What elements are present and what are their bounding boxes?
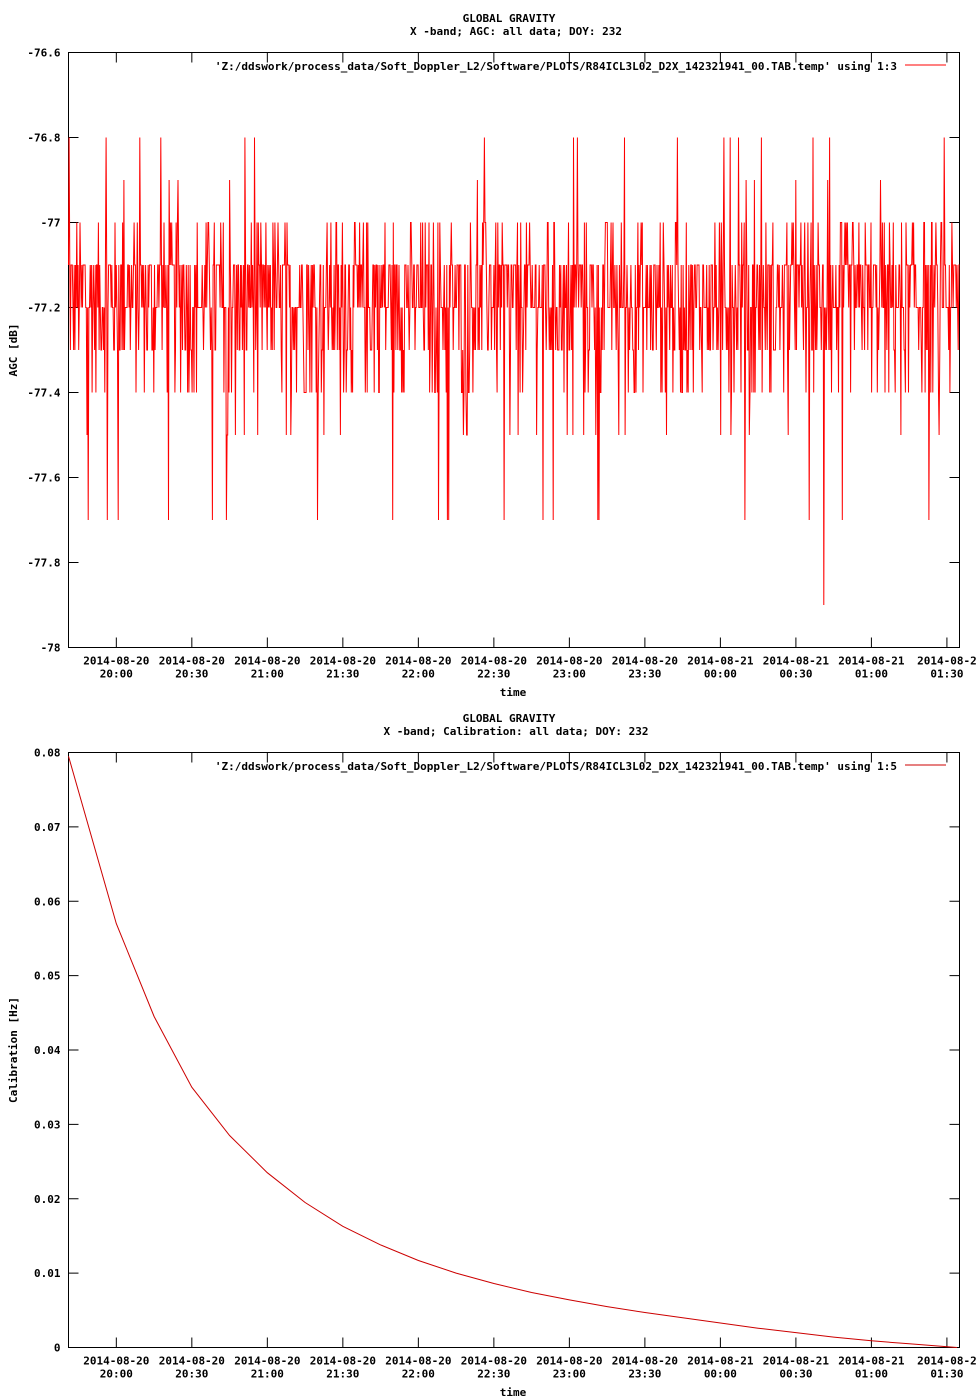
- x-tick-date-label: 2014-08-20: [385, 1355, 451, 1368]
- x-tick-date-label: 2014-08-2: [917, 655, 977, 668]
- chart2-x-ticks: 2014-08-2020:002014-08-2020:302014-08-20…: [83, 752, 977, 1381]
- x-tick-date-label: 2014-08-21: [687, 1355, 754, 1368]
- x-tick-date-label: 2014-08-20: [536, 655, 602, 668]
- x-tick-time-label: 21:00: [251, 1368, 284, 1381]
- x-tick-date-label: 2014-08-2: [917, 1355, 977, 1368]
- x-tick-date-label: 2014-08-20: [234, 655, 300, 668]
- x-tick-date-label: 2014-08-21: [763, 1355, 830, 1368]
- x-tick-time-label: 20:30: [175, 1368, 208, 1381]
- x-tick-time-label: 01:30: [930, 668, 963, 681]
- chart1-subtitle: X -band; AGC: all data; DOY: 232: [410, 25, 622, 38]
- x-tick-time-label: 22:30: [477, 668, 510, 681]
- y-tick-label: 0.02: [34, 1193, 61, 1206]
- x-tick-time-label: 22:00: [402, 1368, 435, 1381]
- x-tick-date-label: 2014-08-21: [763, 655, 830, 668]
- chart2-legend-label: 'Z:/ddswork/process_data/Soft_Doppler_L2…: [215, 760, 897, 773]
- y-tick-label: 0: [54, 1342, 61, 1355]
- y-tick-label: -77.6: [27, 472, 60, 485]
- x-tick-time-label: 00:00: [704, 1368, 737, 1381]
- y-tick-label: -76.6: [27, 47, 60, 60]
- x-tick-time-label: 23:00: [553, 668, 586, 681]
- y-tick-label: -77.2: [27, 302, 60, 315]
- x-tick-date-label: 2014-08-20: [159, 655, 225, 668]
- x-tick-time-label: 21:30: [326, 1368, 359, 1381]
- agc-chart: GLOBAL GRAVITY X -band; AGC: all data; D…: [7, 12, 977, 699]
- y-tick-label: -77: [41, 217, 61, 230]
- x-tick-time-label: 22:00: [402, 668, 435, 681]
- x-tick-date-label: 2014-08-21: [687, 655, 754, 668]
- x-tick-time-label: 20:30: [175, 668, 208, 681]
- x-tick-time-label: 01:00: [855, 1368, 888, 1381]
- x-tick-date-label: 2014-08-21: [838, 1355, 905, 1368]
- x-tick-time-label: 23:30: [628, 1368, 661, 1381]
- x-tick-date-label: 2014-08-20: [310, 1355, 376, 1368]
- chart2-title: GLOBAL GRAVITY: [463, 712, 556, 725]
- x-tick-date-label: 2014-08-20: [234, 1355, 300, 1368]
- y-tick-label: 0.03: [34, 1118, 61, 1131]
- x-tick-date-label: 2014-08-20: [159, 1355, 225, 1368]
- chart2-plot-frame: [68, 752, 960, 1348]
- y-tick-label: 0.06: [34, 895, 61, 908]
- x-tick-time-label: 00:30: [779, 668, 812, 681]
- chart1-legend-label: 'Z:/ddswork/process_data/Soft_Doppler_L2…: [215, 60, 897, 73]
- calibration-chart: GLOBAL GRAVITY X -band; Calibration: all…: [7, 712, 977, 1399]
- y-tick-label: 0.04: [34, 1044, 61, 1057]
- chart1-title: GLOBAL GRAVITY: [463, 12, 556, 25]
- chart2-x-axis-label: time: [500, 1386, 527, 1399]
- chart1-agc-trace: [68, 137, 960, 606]
- y-tick-label: -77.4: [27, 387, 60, 400]
- x-tick-time-label: 23:00: [553, 1368, 586, 1381]
- x-tick-time-label: 23:30: [628, 668, 661, 681]
- chart1-y-ticks: -76.6 -76.8 -77 -77.2 -77.4 -77.6 -77.8 -78: [27, 47, 960, 655]
- x-tick-time-label: 22:30: [477, 1368, 510, 1381]
- y-tick-label: 0.08: [34, 747, 61, 760]
- x-tick-date-label: 2014-08-20: [310, 655, 376, 668]
- x-tick-date-label: 2014-08-20: [536, 1355, 602, 1368]
- x-tick-time-label: 20:00: [100, 668, 133, 681]
- chart1-plot-frame: [68, 52, 960, 648]
- y-tick-label: -77.8: [27, 557, 60, 570]
- x-tick-date-label: 2014-08-20: [385, 655, 451, 668]
- y-tick-label: 0.05: [34, 970, 61, 983]
- chart2-y-ticks: 0.08 0.07 0.06 0.05 0.04 0.03 0.02 0.01 0: [34, 747, 960, 1355]
- x-tick-date-label: 2014-08-21: [838, 655, 905, 668]
- x-tick-date-label: 2014-08-20: [83, 1355, 149, 1368]
- x-tick-date-label: 2014-08-20: [612, 1355, 678, 1368]
- chart1-x-ticks: 2014-08-2020:002014-08-2020:302014-08-20…: [83, 52, 977, 681]
- x-tick-time-label: 20:00: [100, 1368, 133, 1381]
- x-tick-time-label: 00:00: [704, 668, 737, 681]
- x-tick-date-label: 2014-08-20: [461, 1355, 527, 1368]
- chart2-y-axis-label: Calibration [Hz]: [7, 997, 20, 1103]
- x-tick-time-label: 00:30: [779, 1368, 812, 1381]
- chart2-calibration-curve: [68, 756, 958, 1348]
- x-tick-time-label: 01:00: [855, 668, 888, 681]
- x-tick-date-label: 2014-08-20: [612, 655, 678, 668]
- y-tick-label: 0.07: [34, 821, 61, 834]
- x-tick-time-label: 01:30: [930, 1368, 963, 1381]
- x-tick-time-label: 21:30: [326, 668, 359, 681]
- y-tick-label: -78: [41, 642, 61, 655]
- x-tick-date-label: 2014-08-20: [461, 655, 527, 668]
- y-tick-label: -76.8: [27, 132, 60, 145]
- y-tick-label: 0.01: [34, 1267, 61, 1280]
- x-tick-time-label: 21:00: [251, 668, 284, 681]
- chart1-y-axis-label: AGC [dB]: [7, 324, 20, 377]
- chart1-x-axis-label: time: [500, 686, 527, 699]
- chart2-subtitle: X -band; Calibration: all data; DOY: 232: [384, 725, 649, 738]
- x-tick-date-label: 2014-08-20: [83, 655, 149, 668]
